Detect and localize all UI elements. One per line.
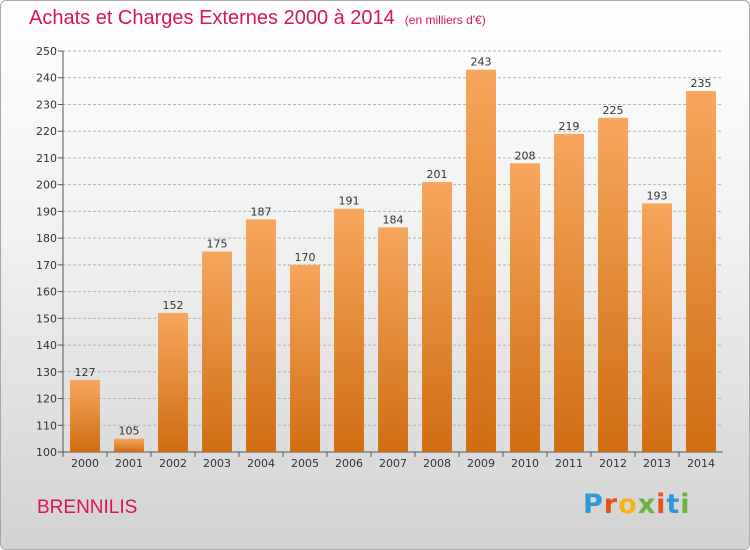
x-tick-label: 2002 [159,457,187,470]
value-label-2009: 243 [471,56,492,69]
y-tick-label: 110 [36,419,57,432]
bar-2010 [510,163,540,452]
x-tick-label: 2011 [555,457,583,470]
bar-2006 [334,208,364,452]
x-tick-label: 2004 [247,457,275,470]
x-tick-label: 2001 [115,457,143,470]
bar-2001 [114,438,144,452]
value-label-2007: 184 [383,213,404,226]
x-tick-label: 2005 [291,457,319,470]
logo-letter: i [680,489,691,520]
x-tick-label: 2012 [599,457,627,470]
logo-letter: r [603,489,619,520]
x-tick-label: 2003 [203,457,231,470]
x-tick-label: 2010 [511,457,539,470]
place-name: BRENNILIS [37,497,138,518]
y-tick-label: 180 [36,232,57,245]
y-tick-label: 100 [36,446,57,459]
chart-title: Achats et Charges Externes 2000 à 2014 (e… [29,7,486,30]
chart-subtitle: (en milliers d'€) [404,13,486,27]
logo-letter: x [637,489,657,520]
x-tick-label: 2000 [71,457,99,470]
bar-2002 [158,312,188,452]
value-label-2010: 208 [515,149,536,162]
y-tick-label: 150 [36,312,57,325]
x-tick-label: 2009 [467,457,495,470]
bars [70,69,716,453]
x-tick-label: 2013 [643,457,671,470]
value-label-2012: 225 [603,104,624,117]
y-tick-label: 190 [36,205,57,218]
bar-2014 [686,91,716,452]
y-tick-label: 210 [36,152,57,165]
y-tick-label: 220 [36,125,57,138]
value-label-2005: 170 [295,251,316,264]
bar-2013 [642,203,672,452]
bar-2007 [378,227,408,452]
bar-2011 [554,133,584,452]
bar-2008 [422,181,452,452]
logo-letter: i [656,489,667,520]
title-text: Achats et Charges Externes 2000 à 2014 [29,7,395,29]
logo-letter: t [666,489,681,520]
y-tick-label: 240 [36,72,57,85]
y-tick-labels: 100 110 120 130 140 150 160 170 180 190 200 210 220 2… [36,45,57,459]
x-tick-label: 2006 [335,457,363,470]
y-tick-label: 160 [36,286,57,299]
y-tick-label: 250 [36,45,57,58]
y-tick-label: 200 [36,179,57,192]
value-label-2004: 187 [251,205,272,218]
bar-2005 [290,264,320,452]
logo-letter: P [583,489,604,520]
value-label-2006: 191 [339,195,360,208]
value-label-2011: 219 [559,120,580,133]
bar-2004 [246,219,276,452]
bar-2000 [70,379,100,452]
bar-2012 [598,117,628,452]
logo-letter: o [618,489,638,520]
value-label-2008: 201 [427,168,448,181]
value-label-2013: 193 [647,189,668,202]
value-label-2002: 152 [163,299,184,312]
y-tick-label: 120 [36,393,57,406]
proxiti-logo: Proxiti [583,489,691,520]
x-tick-label: 2008 [423,457,451,470]
value-label-2001: 105 [119,425,140,438]
y-tick-label: 230 [36,98,57,111]
value-label-2014: 235 [691,77,712,90]
bar-2009 [466,69,496,453]
y-tick-label: 170 [36,259,57,272]
bar-2003 [202,251,232,452]
x-tick-label: 2014 [687,457,715,470]
value-labels: 127 105 152 175 187 170 191 184 201 243 208 219 225 1… [75,56,712,438]
x-tick-labels: 2000 2001 2002 2003 2004 2005 2006 2007 2008 2009… [62,452,715,470]
value-label-2003: 175 [207,238,228,251]
value-label-2000: 127 [75,366,96,379]
y-tick-label: 130 [36,366,57,379]
y-tick-label: 140 [36,339,57,352]
x-tick-label: 2007 [379,457,407,470]
